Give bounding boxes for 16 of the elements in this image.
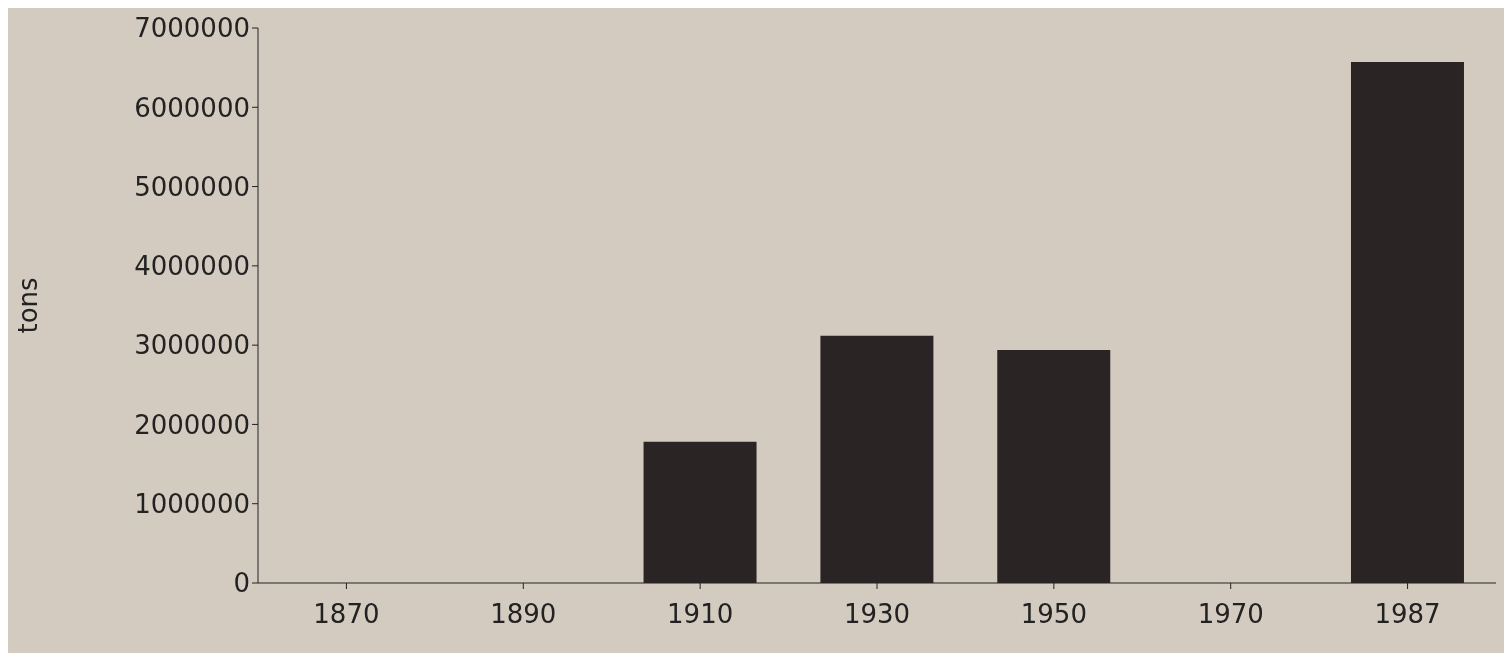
y-tick-label: 3000000	[134, 330, 250, 361]
x-tick-label: 1987	[1374, 599, 1441, 630]
y-tick-label: 6000000	[134, 92, 250, 123]
y-axis-title: tons	[13, 277, 44, 334]
y-tick-label: 5000000	[134, 171, 250, 202]
y-tick-label: 7000000	[134, 13, 250, 44]
x-tick-label: 1870	[313, 599, 380, 630]
x-tick-label: 1910	[667, 599, 734, 630]
x-tick-label: 1930	[843, 599, 911, 630]
x-tick-label: 1970	[1197, 599, 1264, 630]
y-tick-label: 2000000	[134, 409, 250, 440]
y-tick-label: 1000000	[134, 488, 250, 519]
x-tick-label: 1950	[1020, 599, 1087, 630]
y-tick-label: 0	[233, 568, 250, 599]
x-tick-label: 1890	[490, 599, 557, 630]
y-tick-label: 4000000	[134, 251, 250, 282]
